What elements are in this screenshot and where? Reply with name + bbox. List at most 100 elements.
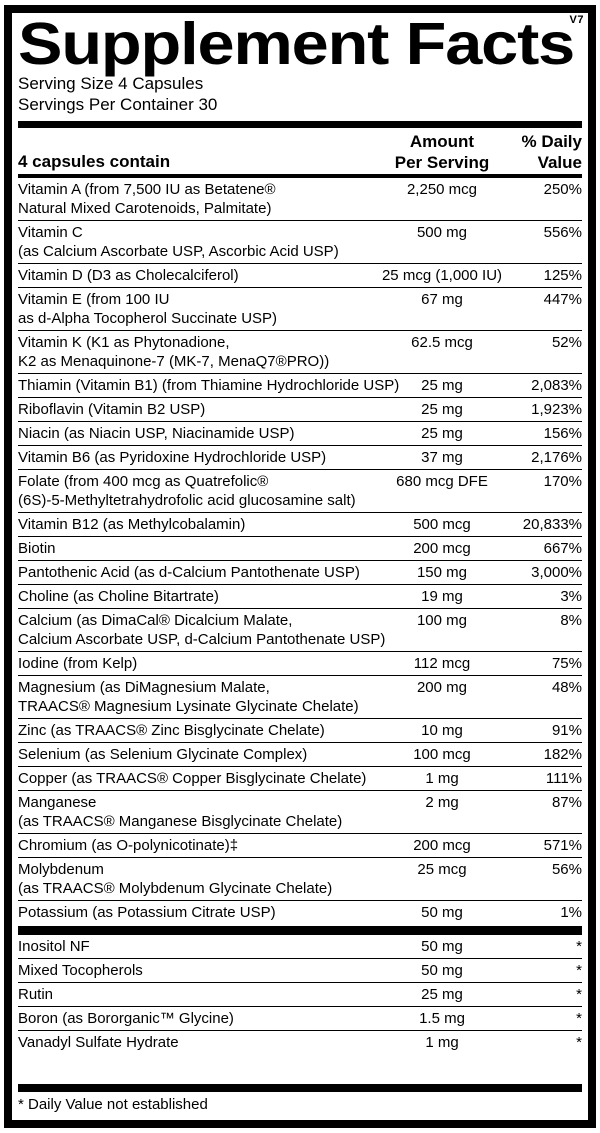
nutrient-amount: 500 mcg [413, 516, 471, 533]
nutrient-amount: 50 mg [421, 904, 463, 921]
nutrient-dv: 56% [551, 861, 582, 878]
nutrient-dv: 20,833% [522, 516, 582, 533]
header-percent-daily-value: % Daily Value [521, 132, 582, 172]
nutrient-amount: 50 mg [421, 962, 463, 979]
table-row: Inositol NF 50 mg * [18, 935, 582, 959]
table-row: Calcium (as DimaCal® Dicalcium Malate, C… [18, 609, 582, 652]
nutrient-name: Iodine (from Kelp) [18, 655, 138, 672]
table-row: Vitamin B12 (as Methylcobalamin) 500 mcg 2… [18, 513, 582, 537]
nutrient-name: Vitamin K (K1 as Phytonadione, K2 as Men… [18, 334, 330, 370]
nutrient-dv: 182% [543, 746, 582, 763]
nutrient-name: Inositol NF [18, 938, 90, 955]
nutrient-dv: * [576, 986, 582, 1003]
nutrient-dv: 91% [551, 722, 582, 739]
nutrient-dv: * [576, 1010, 582, 1027]
table-row: Mixed Tocopherols 50 mg * [18, 959, 582, 983]
nutrient-amount: 62.5 mcg [411, 334, 473, 351]
nutrient-amount: 2,250 mcg [406, 181, 478, 198]
nutrient-amount: 25 mcg [417, 861, 467, 878]
nutrient-name: Thiamin (Vitamin B1) (from Thiamine Hydr… [18, 377, 400, 394]
nutrient-amount: 10 mg [421, 722, 463, 739]
nutrient-dv: 48% [551, 679, 582, 696]
table-row: Chromium (as O-polynicotinate)‡ 200 mcg 57… [18, 834, 582, 858]
nutrient-amount: 1 mg [425, 1034, 459, 1051]
nutrient-dv: * [576, 938, 582, 955]
nutrient-dv: 447% [543, 291, 582, 308]
table-row: Biotin 200 mcg 667% [18, 537, 582, 561]
table-row: Copper (as TRAACS® Copper Bisglycinate C… [18, 767, 582, 791]
version-code: V7 [569, 14, 584, 26]
footnote-section: * Daily Value not established [18, 1084, 582, 1115]
nutrient-amount: 25 mcg (1,000 IU) [381, 267, 503, 284]
nutrient-dv: 8% [560, 612, 582, 629]
nutrient-dv: 556% [543, 224, 582, 241]
nutrient-name: Vitamin E (from 100 IU as d-Alpha Tocoph… [18, 291, 278, 327]
nutrient-name: Copper (as TRAACS® Copper Bisglycinate C… [18, 770, 367, 787]
daily-value-footnote: * Daily Value not established [18, 1096, 208, 1113]
table-header-row: 4 capsules contain Amount Per Serving % … [18, 128, 582, 178]
nutrient-dv: 1% [560, 904, 582, 921]
nutrient-amount: 200 mg [416, 679, 468, 696]
nutrient-name: Vitamin D (D3 as Cholecalciferol) [18, 267, 239, 284]
supplement-facts-label: V7 Supplement Facts Serving Size 4 Capsu… [4, 5, 596, 1128]
table-row: Vitamin B6 (as Pyridoxine Hydrochloride … [18, 446, 582, 470]
table-row: Rutin 25 mg * [18, 983, 582, 1007]
nutrient-name: Riboflavin (Vitamin B2 USP) [18, 401, 206, 418]
section-divider-bar [18, 926, 582, 935]
table-row: Vitamin E (from 100 IU as d-Alpha Tocoph… [18, 288, 582, 331]
nutrient-name: Folate (from 400 mcg as Quatrefolic® (6S… [18, 473, 356, 509]
nutrient-name: Molybdenum (as TRAACS® Molybdenum Glycin… [18, 861, 333, 897]
nutrient-amount: 25 mg [421, 425, 463, 442]
nutrient-amount: 112 mcg [413, 655, 471, 672]
page-title: Supplement Facts [18, 11, 575, 77]
nutrient-dv: 125% [543, 267, 582, 284]
nutrient-name: Boron (as Bororganic™ Glycine) [18, 1010, 234, 1027]
nutrient-amount: 67 mg [421, 291, 463, 308]
table-row: Iodine (from Kelp) 112 mcg 75% [18, 652, 582, 676]
nutrient-amount: 500 mg [416, 224, 468, 241]
nutrient-name: Potassium (as Potassium Citrate USP) [18, 904, 276, 921]
nutrient-name: Chromium (as O-polynicotinate)‡ [18, 837, 239, 854]
nutrient-dv: 3,000% [531, 564, 582, 581]
nutrient-name: Vanadyl Sulfate Hydrate [18, 1034, 179, 1051]
nutrient-amount: 1 mg [425, 770, 459, 787]
nutrient-name: Vitamin C (as Calcium Ascorbate USP, Asc… [18, 224, 339, 260]
nutrient-table: Vitamin A (from 7,500 IU as Betatene® Na… [18, 178, 582, 924]
nutrient-dv: * [576, 962, 582, 979]
table-row: Folate (from 400 mcg as Quatrefolic® (6S… [18, 470, 582, 513]
table-row: Magnesium (as DiMagnesium Malate, TRAACS… [18, 676, 582, 719]
nutrient-name: Zinc (as TRAACS® Zinc Bisglycinate Chela… [18, 722, 325, 739]
nutrient-amount: 100 mcg [413, 746, 471, 763]
table-row: Manganese (as TRAACS® Manganese Bisglyci… [18, 791, 582, 834]
nutrient-amount: 150 mg [416, 564, 468, 581]
nutrient-name: Rutin [18, 986, 54, 1003]
table-row: Thiamin (Vitamin B1) (from Thiamine Hydr… [18, 374, 582, 398]
table-row: Vitamin D (D3 as Cholecalciferol) 25 mcg … [18, 264, 582, 288]
nutrient-amount: 19 mg [421, 588, 463, 605]
nutrient-name: Choline (as Choline Bitartrate) [18, 588, 219, 605]
nutrient-dv: 250% [543, 181, 582, 198]
nutrient-name: Selenium (as Selenium Glycinate Complex) [18, 746, 308, 763]
table-row: Vanadyl Sulfate Hydrate 1 mg * [18, 1031, 582, 1054]
nutrient-dv: 111% [545, 770, 582, 787]
table-row: Potassium (as Potassium Citrate USP) 50 m… [18, 901, 582, 924]
nutrient-amount: 1.5 mg [419, 1010, 465, 1027]
nutrient-dv: 3% [560, 588, 582, 605]
nutrient-amount: 25 mg [421, 377, 463, 394]
nutrient-amount: 200 mcg [413, 837, 471, 854]
nutrient-amount: 2 mg [425, 794, 459, 811]
table-row: Vitamin C (as Calcium Ascorbate USP, Asc… [18, 221, 582, 264]
table-row: Molybdenum (as TRAACS® Molybdenum Glycin… [18, 858, 582, 901]
table-row: Zinc (as TRAACS® Zinc Bisglycinate Chela… [18, 719, 582, 743]
table-row: Riboflavin (Vitamin B2 USP) 25 mg 1,923% [18, 398, 582, 422]
nutrient-amount: 100 mg [416, 612, 468, 629]
table-row: Vitamin K (K1 as Phytonadione, K2 as Men… [18, 331, 582, 374]
nutrient-dv: 156% [543, 425, 582, 442]
nutrient-amount: 25 mg [421, 401, 463, 418]
nutrient-dv: 1,923% [531, 401, 582, 418]
nutrient-name: Niacin (as Niacin USP, Niacinamide USP) [18, 425, 295, 442]
table-row: Pantothenic Acid (as d-Calcium Pantothen… [18, 561, 582, 585]
nutrient-amount: 200 mcg [413, 540, 471, 557]
nutrient-amount: 50 mg [421, 938, 463, 955]
nutrient-name: Biotin [18, 540, 56, 557]
